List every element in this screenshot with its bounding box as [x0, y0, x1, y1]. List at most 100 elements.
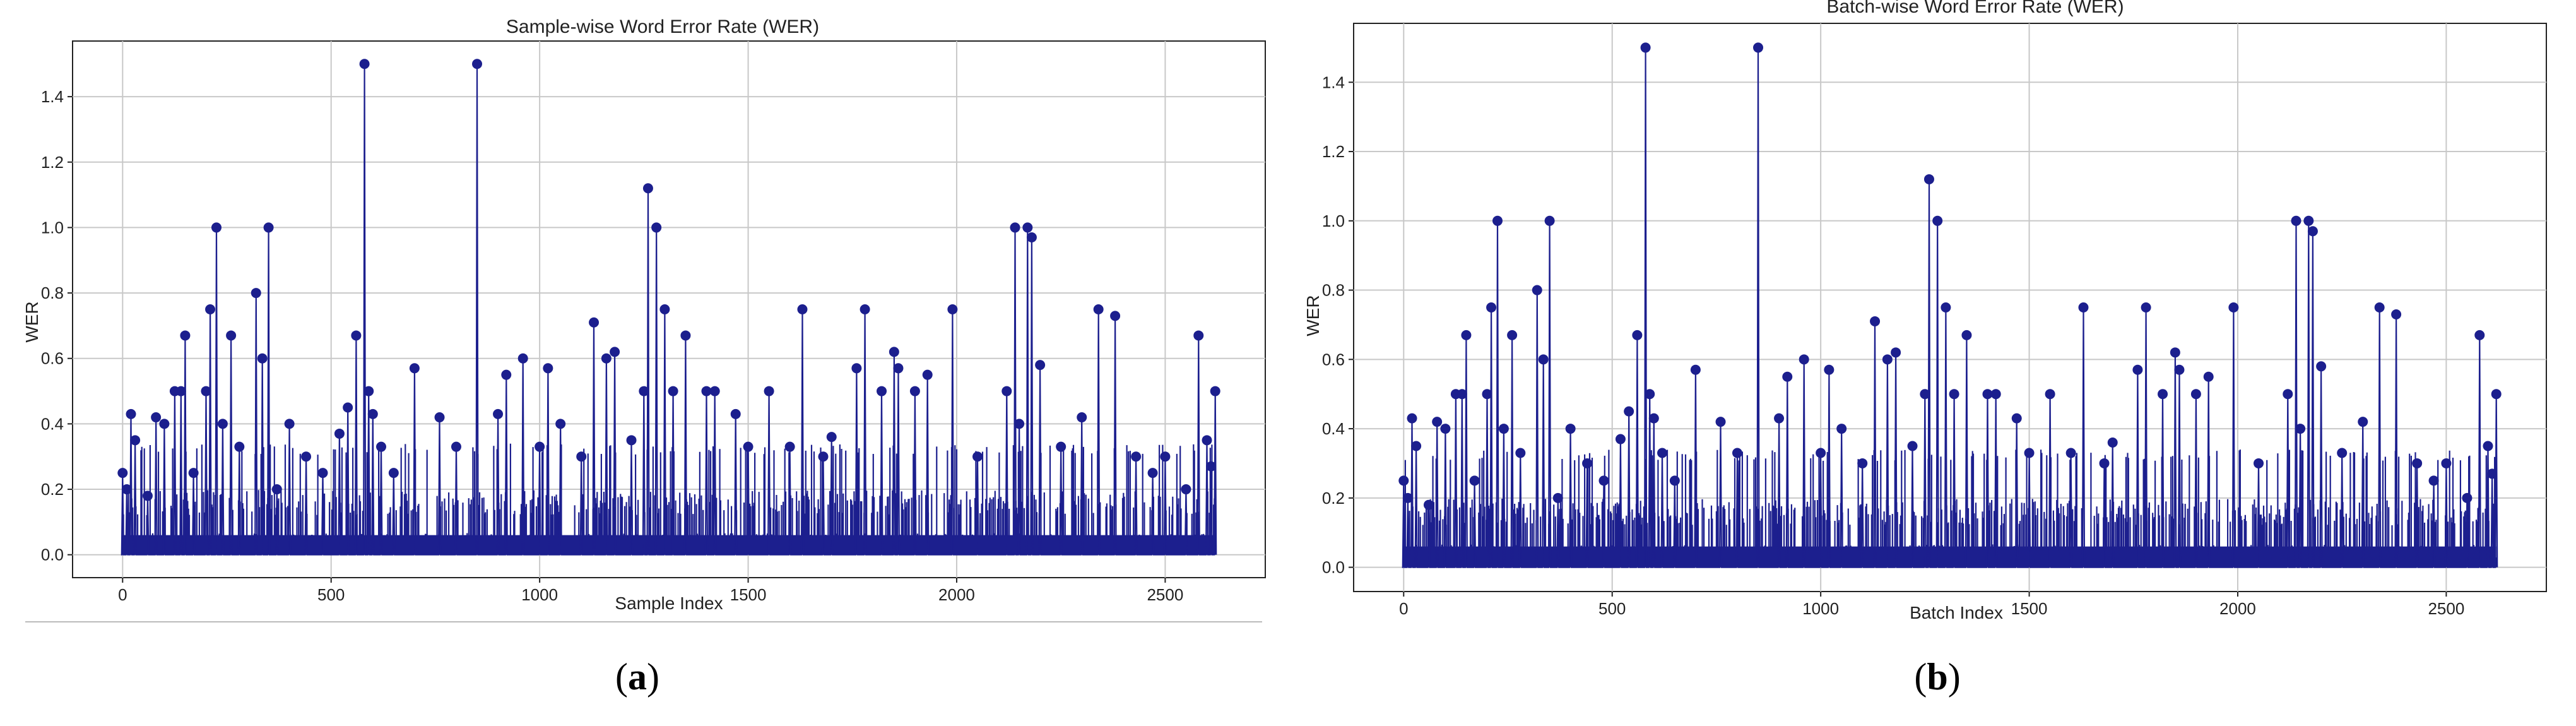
y-tick-label: 0.8 [1322, 281, 1345, 300]
data-point [1498, 424, 1509, 434]
chart-title-b: Batch-wise Word Error Rate (WER) [1826, 0, 2124, 17]
data-point [2487, 468, 2498, 479]
data-point [576, 451, 587, 462]
data-point [2024, 448, 2035, 458]
y-tick-label: 1.4 [1322, 73, 1345, 92]
data-point [1402, 492, 1413, 503]
data-point [1398, 475, 1409, 486]
low-error-fill [122, 535, 1215, 555]
data-point [1022, 222, 1033, 233]
data-point [947, 304, 958, 314]
data-point [851, 363, 862, 374]
data-point [626, 435, 637, 446]
data-point [2303, 215, 2314, 226]
y-tick-label: 0.2 [1322, 489, 1345, 508]
data-point [1411, 441, 1422, 451]
data-point [2011, 413, 2022, 424]
series-line [121, 64, 1217, 556]
data-point [2158, 389, 2168, 400]
data-point [451, 441, 461, 452]
x-tick-label: 2500 [1147, 585, 1183, 604]
data-point [1836, 424, 1847, 434]
data-point [1624, 406, 1634, 417]
x-tick-label: 500 [1598, 599, 1626, 618]
data-point [1469, 475, 1480, 486]
data-point [709, 386, 720, 396]
data-point [2441, 458, 2452, 468]
data-point [1181, 484, 1191, 495]
data-point [668, 386, 678, 396]
data-point [1407, 413, 1417, 424]
x-tick-labels-a: 0 500 1000 1500 2000 2500 [118, 578, 1183, 604]
data-point [680, 330, 691, 341]
data-point [2483, 441, 2493, 451]
panel-label-b: (b) [1914, 656, 1960, 698]
data-point [877, 386, 887, 396]
data-point [2045, 389, 2055, 400]
data-point [130, 435, 141, 446]
data-point [117, 468, 128, 479]
data-point [1131, 451, 1142, 462]
panel-label-a: (a) [615, 656, 659, 698]
data-point [180, 330, 191, 341]
y-tick-label: 0.6 [41, 349, 64, 368]
data-point [972, 451, 983, 462]
data-point [1982, 389, 1993, 400]
data-point [1753, 42, 1764, 53]
data-point [1949, 389, 1959, 400]
data-point [2295, 424, 2306, 434]
y-axis-label-b: WER [1303, 295, 1323, 336]
data-point [1907, 441, 1918, 451]
data-point [659, 304, 670, 314]
data-point [730, 408, 741, 419]
data-point [1093, 304, 1104, 314]
data-point [1492, 215, 1503, 226]
data-point [1990, 389, 2001, 400]
data-point [1640, 42, 1651, 53]
data-point [1565, 424, 1576, 434]
data-point [818, 451, 829, 462]
data-point [234, 441, 245, 452]
data-point [1010, 222, 1020, 233]
data-point [1014, 419, 1025, 429]
data-point [555, 419, 566, 429]
data-point [1552, 492, 1563, 503]
data-point [2358, 417, 2368, 427]
low-error-fill [1403, 546, 2496, 568]
data-point [535, 441, 545, 452]
data-point [642, 183, 653, 194]
x-axis-label-a: Sample Index [615, 593, 723, 613]
y-tick-label: 1.2 [41, 153, 64, 172]
data-point [175, 386, 186, 396]
data-point [797, 304, 808, 314]
data-point [501, 369, 512, 380]
y-tick-label: 0.0 [41, 545, 64, 564]
data-point [1598, 475, 1609, 486]
data-point [188, 468, 199, 479]
x-tick-label: 0 [118, 585, 127, 604]
data-point [1210, 386, 1220, 396]
data-point [271, 484, 282, 495]
y-tick-label: 0.8 [41, 283, 64, 302]
y-tick-label: 0.6 [1322, 350, 1345, 369]
data-point [589, 317, 600, 328]
data-point [2107, 437, 2118, 448]
data-point [2170, 347, 2180, 358]
data-point [1206, 461, 1217, 472]
x-tick-label: 0 [1399, 599, 1408, 618]
data-point [1632, 330, 1643, 340]
data-point [1056, 441, 1066, 452]
y-tick-label: 0.2 [41, 480, 64, 499]
data-point [317, 468, 328, 479]
data-point [301, 451, 312, 462]
data-point [701, 386, 712, 396]
x-axis-label-b: Batch Index [1910, 603, 2003, 622]
x-tick-label: 2000 [2219, 599, 2256, 618]
y-tick-labels-b: 0.0 0.2 0.4 0.6 0.8 1.0 1.2 1.4 [1322, 73, 1354, 577]
data-point [2412, 458, 2423, 468]
data-point [651, 222, 662, 233]
data-point [493, 408, 504, 419]
data-point [826, 432, 837, 443]
data-point [1193, 330, 1204, 341]
